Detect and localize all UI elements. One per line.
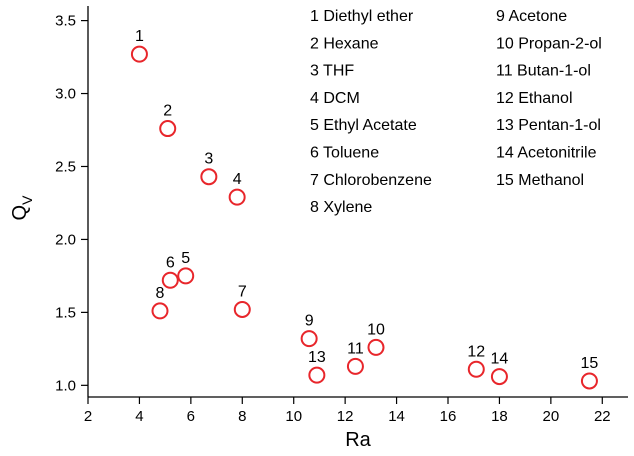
x-ticks: 2 4 6 8 10 12 14 16 18 20 22	[84, 397, 611, 425]
x-tick-label: 12	[337, 408, 354, 425]
data-point-6	[161, 271, 179, 289]
x-tick-label: 14	[388, 408, 405, 425]
legend: 1 Diethyl ether 2 Hexane 3 THF 4 DCM 5 Ethyl…	[310, 8, 602, 216]
data-point-label-11: 11	[347, 340, 364, 357]
data-point-label-6: 6	[166, 254, 175, 271]
legend-entry: 12 Ethanol	[496, 90, 573, 107]
y-tick-label: 1.5	[55, 304, 76, 321]
legend-entry: 7 Chlorobenzene	[310, 172, 432, 189]
y-tick-label: 2.0	[55, 231, 76, 248]
data-point-8	[151, 302, 169, 320]
data-point-label-9: 9	[305, 313, 314, 330]
y-axis-title-subscript: V	[19, 195, 35, 205]
data-point-label-3: 3	[204, 151, 213, 168]
legend-entry: 9 Acetone	[496, 8, 567, 25]
x-tick-label: 20	[543, 408, 560, 425]
data-point-1	[130, 45, 148, 63]
data-point-2	[159, 120, 177, 138]
x-tick-label: 2	[84, 408, 92, 425]
legend-entry: 3 THF	[310, 63, 354, 80]
data-point-label-13: 13	[308, 349, 326, 366]
legend-entry: 14 Acetonitrile	[496, 145, 597, 162]
y-tick-label: 3.5	[55, 13, 76, 30]
legend-entry: 10 Propan-2-ol	[496, 35, 602, 52]
x-tick-label: 4	[135, 408, 143, 425]
x-tick-label: 10	[285, 408, 302, 425]
y-tick-label: 3.0	[55, 86, 76, 103]
data-point-label-8: 8	[156, 285, 165, 302]
data-point-label-2: 2	[163, 103, 172, 120]
legend-entry: 2 Hexane	[310, 35, 379, 52]
data-point-10	[367, 338, 385, 356]
axes	[87, 6, 628, 398]
x-axis-title: Ra	[345, 429, 371, 451]
legend-column-2: 9 Acetone 10 Propan-2-ol 11 Butan-1-ol 12 E…	[496, 8, 602, 189]
data-point-label-1: 1	[135, 28, 144, 45]
data-point-label-12: 12	[467, 343, 485, 360]
data-point-label-14: 14	[491, 351, 509, 368]
y-axis-title: QV	[9, 195, 35, 221]
data-point-15	[580, 372, 598, 390]
y-axis-title-main: Q	[9, 205, 31, 221]
data-point-11	[346, 357, 364, 375]
data-point-9	[300, 330, 318, 348]
data-point-label-5: 5	[181, 250, 190, 267]
legend-entry: 5 Ethyl Acetate	[310, 117, 417, 134]
x-tick-label: 22	[594, 408, 611, 425]
legend-entry: 11 Butan-1-ol	[496, 63, 591, 80]
x-tick-label: 8	[238, 408, 246, 425]
data-point-label-15: 15	[581, 355, 599, 372]
data-point-5	[177, 267, 195, 285]
data-point-7	[233, 300, 251, 318]
data-point-3	[200, 168, 218, 186]
y-tick-label: 2.5	[55, 158, 76, 175]
legend-entry: 1 Diethyl ether	[310, 8, 414, 25]
data-point-label-10: 10	[367, 321, 385, 338]
data-points	[130, 45, 598, 390]
legend-entry: 8 Xylene	[310, 199, 372, 216]
y-ticks: 1.0 1.5 2.0 2.5 3.0 3.5	[55, 13, 88, 394]
data-point-label-7: 7	[238, 283, 247, 300]
data-point-12	[467, 360, 485, 378]
x-tick-label: 16	[440, 408, 457, 425]
data-point-13	[308, 366, 326, 384]
legend-entry: 6 Toluene	[310, 145, 379, 162]
y-tick-label: 1.0	[55, 377, 76, 394]
legend-entry: 13 Pentan-1-ol	[496, 117, 601, 134]
legend-column-1: 1 Diethyl ether 2 Hexane 3 THF 4 DCM 5 Ethyl…	[310, 8, 432, 216]
x-tick-label: 6	[187, 408, 195, 425]
data-point-4	[228, 188, 246, 206]
data-point-14	[490, 368, 508, 386]
legend-entry: 4 DCM	[310, 90, 360, 107]
x-tick-label: 18	[491, 408, 508, 425]
data-point-label-4: 4	[233, 171, 242, 188]
legend-entry: 15 Methanol	[496, 172, 584, 189]
